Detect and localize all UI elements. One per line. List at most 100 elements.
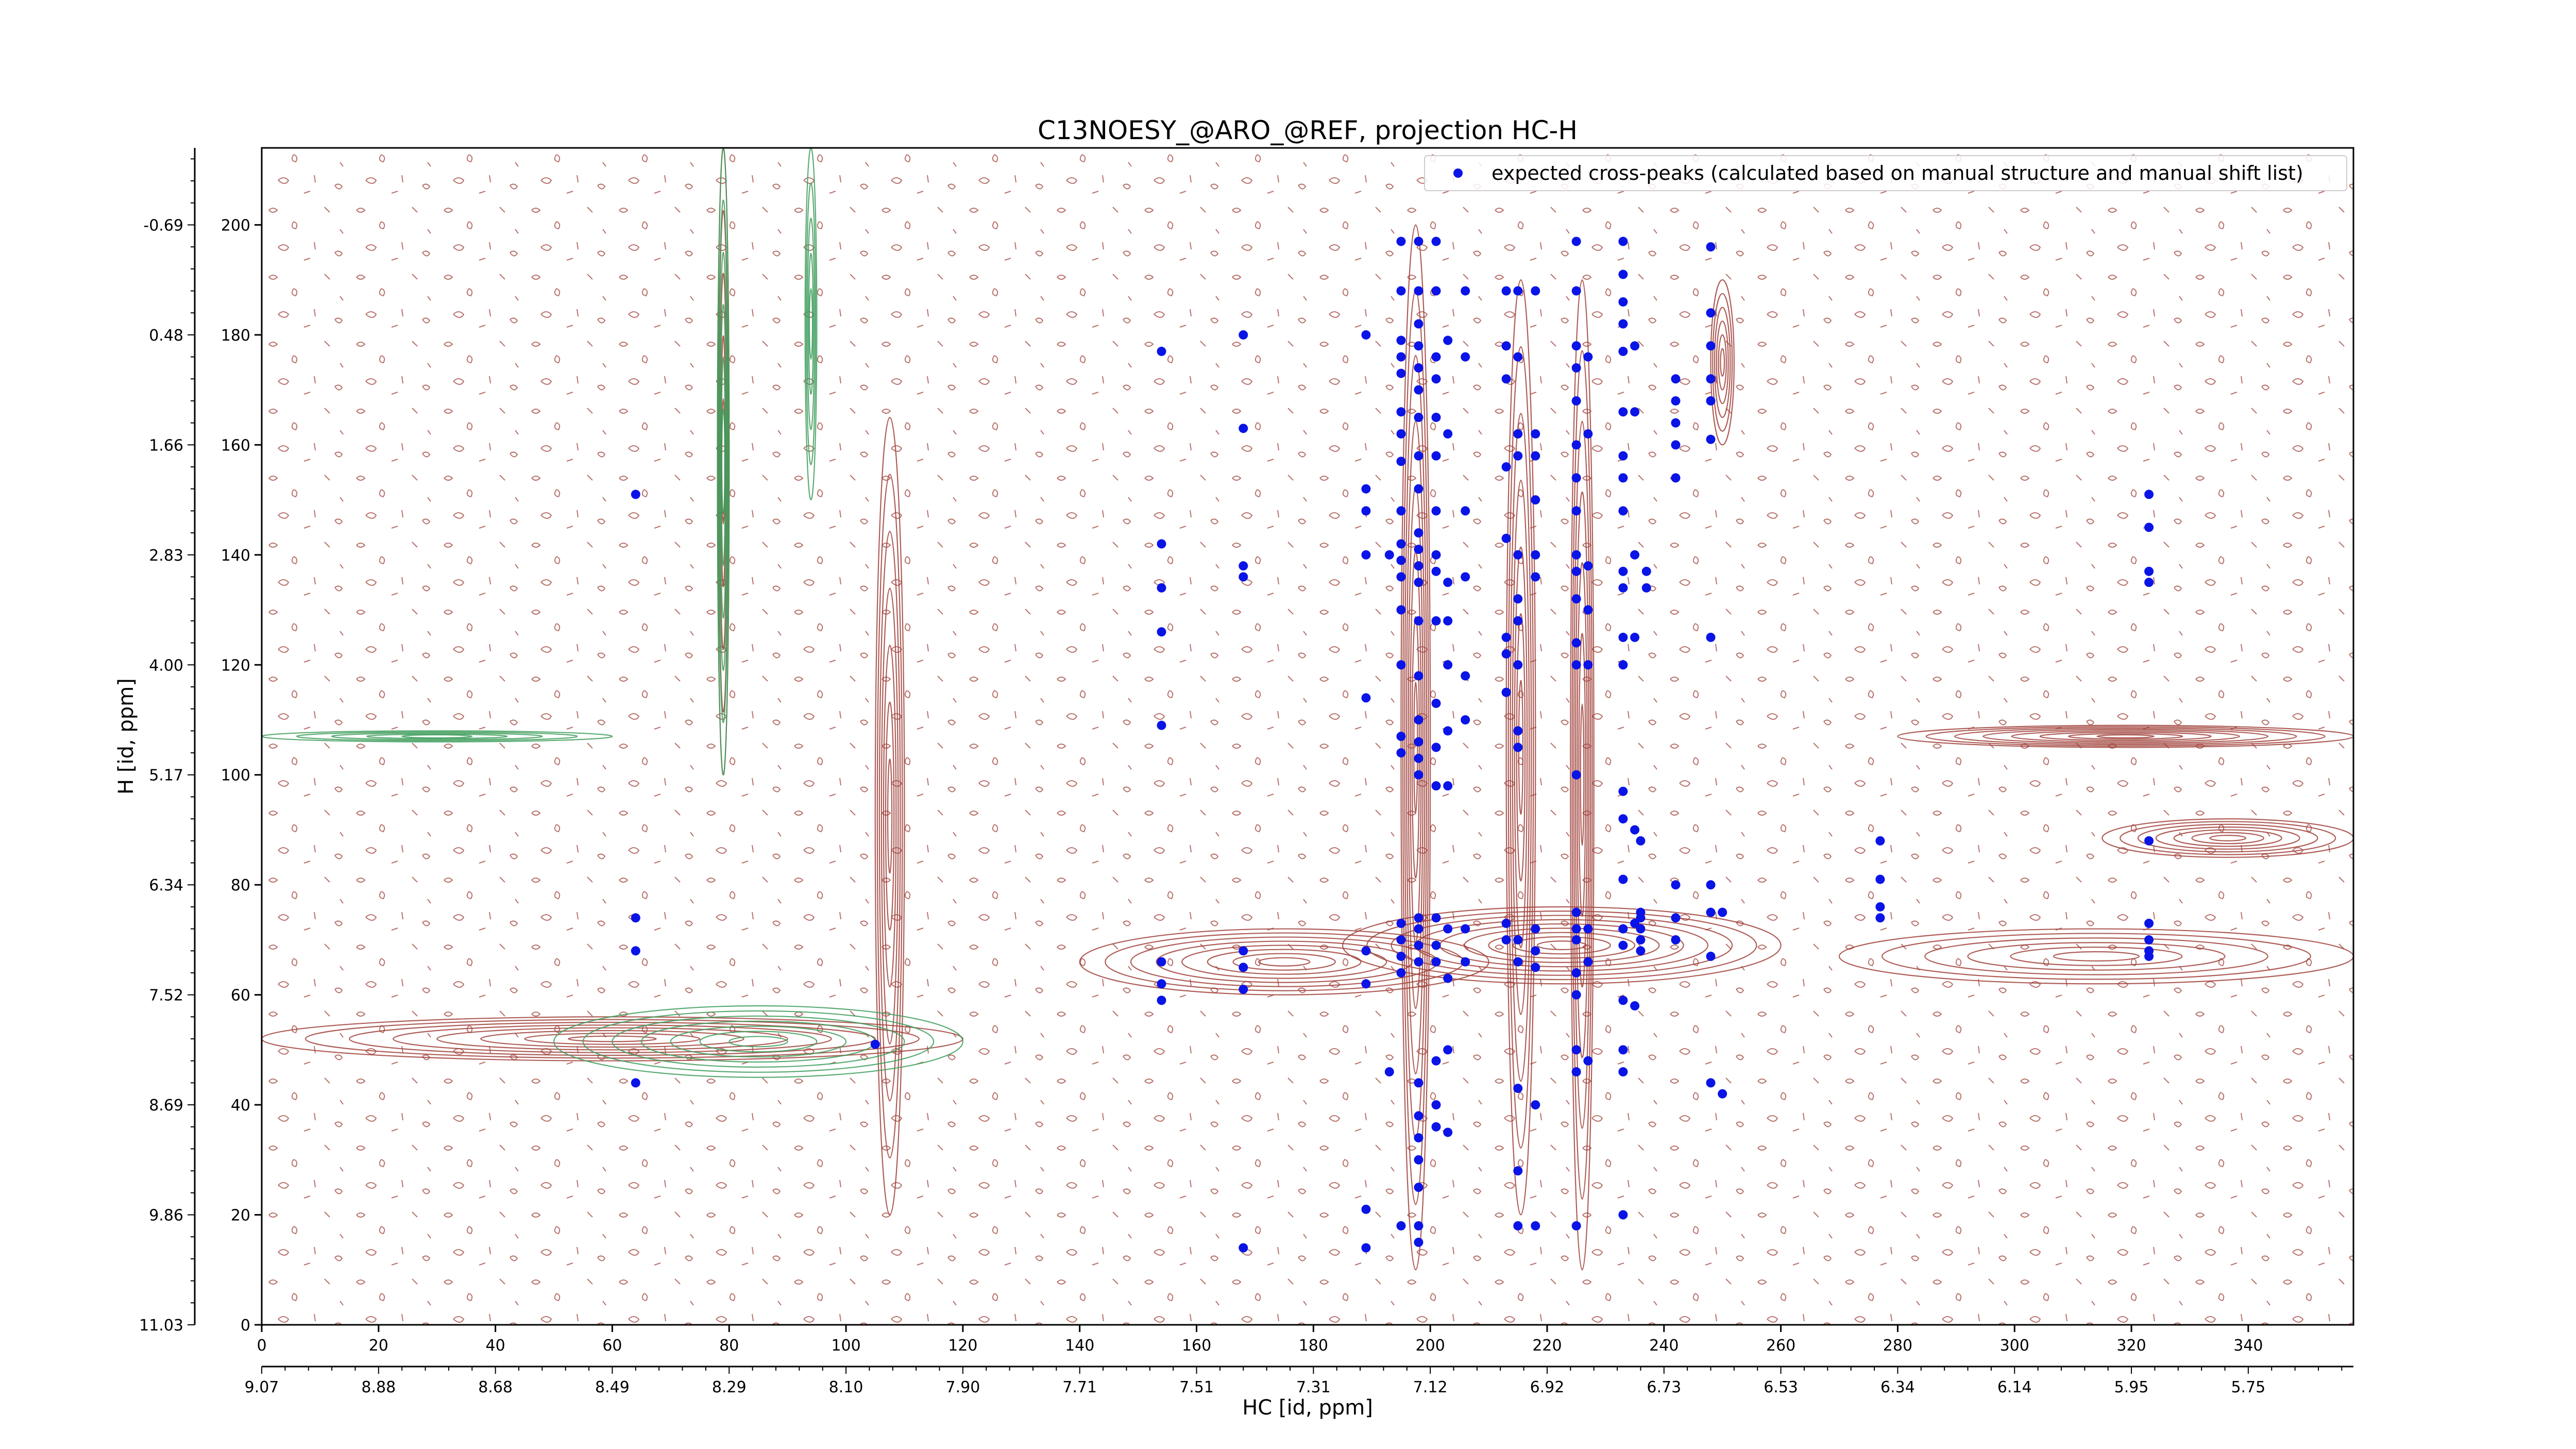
expected-peak-marker	[1671, 418, 1681, 428]
contour-ridge-positive	[1839, 928, 2353, 985]
expected-peak-marker	[1571, 990, 1581, 1000]
x-tick-label: 180	[1299, 1337, 1328, 1355]
expected-peak-marker	[1513, 594, 1523, 604]
expected-peak-marker	[1531, 429, 1540, 439]
expected-peak-marker	[1618, 451, 1628, 461]
expected-peak-marker	[1361, 1243, 1371, 1253]
expected-peak-marker	[1618, 297, 1628, 307]
expected-peak-marker	[1361, 946, 1371, 956]
expected-peak-marker	[1501, 632, 1511, 642]
expected-peak-marker	[1583, 924, 1593, 934]
x-tick-label: 0	[257, 1337, 266, 1355]
y-ppm-tick-label: 5.17	[149, 767, 183, 785]
expected-peak-marker	[1531, 495, 1540, 505]
expected-peak-marker	[1571, 660, 1581, 670]
expected-peak-marker	[1531, 451, 1540, 461]
expected-peak-marker	[1513, 429, 1523, 439]
x-tick-label: 120	[948, 1337, 977, 1355]
expected-peak-marker	[1618, 814, 1628, 824]
x-tick-label: 60	[602, 1337, 622, 1355]
expected-peak-marker	[1571, 1221, 1581, 1231]
expected-peak-marker	[1443, 726, 1453, 736]
y-tick-label: 60	[231, 987, 250, 1005]
y-ppm-axis: 11.03 9.86 8.69 7.52 6.34 5.17 4.00 2.83 1.66 0.4…	[139, 148, 196, 1335]
expected-peak-marker	[1396, 935, 1406, 945]
contour-level	[1181, 945, 1387, 979]
plot-frame	[261, 147, 2354, 1326]
expected-peak-marker	[1443, 578, 1453, 587]
expected-peak-marker	[1157, 996, 1166, 1005]
expected-peak-marker	[1431, 412, 1441, 422]
expected-peak-marker	[2144, 935, 2154, 945]
contour-level	[1924, 937, 2268, 975]
expected-peak-marker	[1583, 660, 1593, 670]
expected-peak-marker	[1414, 671, 1423, 681]
contour-level	[1366, 911, 1757, 981]
legend-label: expected cross-peaks (calculated based o…	[1492, 162, 2303, 184]
contour-level	[2209, 835, 2247, 841]
expected-peak-marker	[1414, 451, 1423, 461]
expected-peak-marker	[1531, 572, 1540, 582]
contour-level	[1512, 936, 1611, 955]
expected-peak-marker	[1571, 440, 1581, 450]
contour-level	[1258, 957, 1311, 967]
x-ppm-tick-label: 8.68	[478, 1378, 513, 1396]
expected-peak-marker	[1636, 913, 1646, 923]
expected-peak-marker	[1414, 737, 1423, 747]
expected-peak-marker	[1361, 330, 1371, 340]
contour-level	[2173, 829, 2282, 847]
expected-peak-marker	[1361, 1204, 1371, 1214]
contour-level	[719, 251, 728, 671]
contour-level	[880, 587, 899, 1045]
expected-peak-marker	[1513, 451, 1523, 461]
expected-peak-marker	[1583, 561, 1593, 571]
expected-peak-marker	[1630, 550, 1640, 560]
contour-level	[1714, 307, 1731, 418]
expected-peak-marker	[631, 490, 640, 499]
expected-peak-marker	[1443, 1045, 1453, 1055]
contour-level	[1882, 933, 2311, 980]
x-tick-label: 40	[486, 1337, 505, 1355]
legend-marker	[1453, 169, 1463, 178]
expected-peak-marker	[1431, 506, 1441, 516]
contour-level	[2011, 730, 2240, 743]
expected-peak-marker	[1239, 561, 1248, 571]
expected-peak-marker	[1571, 473, 1581, 483]
expected-peak-marker	[1875, 874, 1885, 884]
contour-level	[717, 148, 730, 776]
expected-peak-marker	[1431, 286, 1441, 296]
expected-peak-marker	[1583, 352, 1593, 362]
contour-ridge-positive	[2102, 818, 2353, 858]
expected-peak-marker	[1501, 374, 1511, 384]
contour-ridge-positive	[1710, 279, 1735, 446]
y-tick-label: 20	[231, 1207, 250, 1225]
expected-peak-marker	[1630, 825, 1640, 835]
expected-peak-marker	[1641, 583, 1651, 593]
y-ppm-tick-label: 7.52	[149, 987, 183, 1005]
expected-peak-marker	[1718, 1089, 1727, 1099]
expected-peak-marker	[1414, 484, 1423, 494]
expected-peak-marker	[1361, 979, 1371, 989]
expected-peak-marker	[1443, 616, 1453, 626]
x-ppm-axis: 9.07 8.88 8.68 8.49 8.29 8.10 7.90 7.71 7.51 7.31…	[245, 1366, 2353, 1396]
expected-peak-marker	[1571, 907, 1581, 917]
expected-peak-marker	[1571, 638, 1581, 648]
x-tick-label: 220	[1532, 1337, 1562, 1355]
expected-peak-marker	[1630, 632, 1640, 642]
expected-peak-marker	[1396, 352, 1406, 362]
expected-peak-marker	[1431, 1100, 1441, 1110]
expected-peak-marker	[1361, 484, 1371, 494]
expected-peak-marker	[1414, 319, 1423, 329]
expected-peak-marker	[1618, 786, 1628, 796]
x-ppm-tick-label: 8.10	[829, 1378, 863, 1396]
expected-peak-marker	[1414, 770, 1423, 780]
x-tick-label: 300	[2000, 1337, 2029, 1355]
expected-peak-marker	[1571, 924, 1581, 934]
y-tick-label: 80	[231, 877, 250, 895]
expected-peak-marker	[1157, 539, 1166, 549]
chart-title: C13NOESY_@ARO_@REF, projection HC-H	[1038, 115, 1578, 145]
x-ppm-tick-label: 7.90	[945, 1378, 980, 1396]
contour-ridge-negative	[553, 1005, 963, 1078]
expected-peak-marker	[1431, 957, 1441, 967]
x-ppm-tick-label: 6.92	[1530, 1378, 1565, 1396]
